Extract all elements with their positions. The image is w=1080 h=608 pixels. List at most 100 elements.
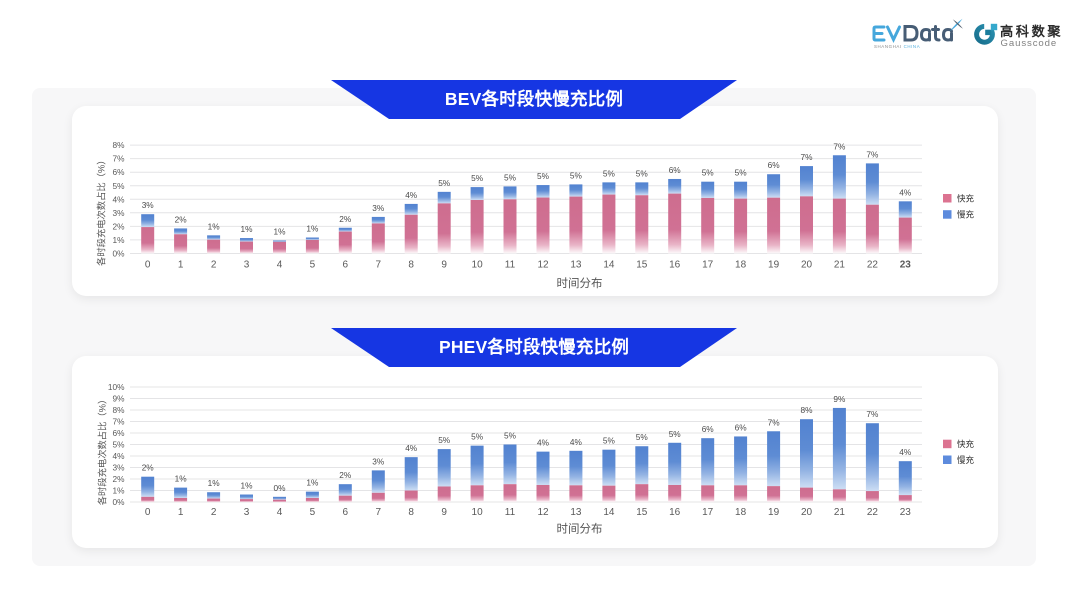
svg-text:5: 5 — [310, 260, 316, 271]
svg-text:7: 7 — [376, 507, 382, 518]
svg-text:快充: 快充 — [957, 193, 975, 203]
svg-text:7%: 7% — [768, 417, 781, 427]
svg-text:1%: 1% — [274, 227, 287, 237]
svg-text:19: 19 — [768, 260, 780, 271]
svg-text:1: 1 — [178, 260, 184, 271]
svg-text:5%: 5% — [113, 181, 126, 191]
svg-text:快充: 快充 — [957, 439, 975, 449]
svg-text:1%: 1% — [208, 221, 221, 231]
svg-text:6%: 6% — [113, 428, 126, 438]
svg-text:0: 0 — [145, 507, 151, 518]
svg-text:1%: 1% — [175, 474, 188, 484]
svg-text:0%: 0% — [274, 483, 287, 493]
svg-text:9: 9 — [441, 260, 447, 271]
svg-text:20: 20 — [801, 507, 813, 518]
svg-text:8: 8 — [408, 507, 414, 518]
svg-text:慢充: 慢充 — [957, 455, 975, 465]
svg-text:高科数聚: 高科数聚 — [1000, 23, 1063, 39]
svg-text:7%: 7% — [866, 149, 879, 159]
svg-text:5%: 5% — [636, 432, 649, 442]
svg-text:4: 4 — [277, 507, 283, 518]
svg-text:2%: 2% — [339, 214, 352, 224]
svg-text:慢充: 慢充 — [957, 210, 975, 220]
svg-text:0%: 0% — [113, 497, 126, 507]
svg-text:9%: 9% — [833, 394, 846, 404]
svg-text:7%: 7% — [833, 141, 846, 151]
svg-text:3%: 3% — [113, 208, 126, 218]
svg-text:10: 10 — [472, 260, 484, 271]
svg-text:7%: 7% — [113, 154, 126, 164]
svg-text:3: 3 — [244, 507, 250, 518]
svg-text:SHANGHAI CHINA: SHANGHAI CHINA — [874, 44, 920, 49]
svg-text:2%: 2% — [113, 221, 126, 231]
svg-text:2: 2 — [211, 507, 217, 518]
svg-text:6: 6 — [343, 507, 349, 518]
svg-text:23: 23 — [900, 507, 912, 518]
svg-text:7%: 7% — [801, 152, 814, 162]
svg-text:21: 21 — [834, 260, 846, 271]
svg-text:Gausscode: Gausscode — [1001, 38, 1058, 49]
svg-text:3%: 3% — [372, 456, 385, 466]
svg-text:23: 23 — [900, 260, 912, 271]
svg-text:4%: 4% — [899, 187, 912, 197]
svg-text:1%: 1% — [241, 224, 254, 234]
svg-text:9: 9 — [441, 507, 447, 518]
svg-text:1%: 1% — [208, 478, 221, 488]
svg-text:7: 7 — [376, 260, 382, 271]
svg-text:6%: 6% — [735, 422, 748, 432]
svg-text:14: 14 — [603, 507, 615, 518]
svg-text:16: 16 — [669, 260, 681, 271]
svg-text:4: 4 — [277, 260, 283, 271]
svg-text:11: 11 — [505, 260, 516, 271]
svg-text:13: 13 — [570, 507, 582, 518]
svg-text:17: 17 — [702, 260, 714, 271]
svg-text:9%: 9% — [113, 394, 126, 404]
svg-text:5%: 5% — [603, 168, 616, 178]
svg-text:12: 12 — [537, 507, 549, 518]
svg-text:4%: 4% — [113, 194, 126, 204]
svg-text:5%: 5% — [471, 432, 484, 442]
svg-text:2%: 2% — [142, 463, 155, 473]
svg-text:22: 22 — [867, 260, 879, 271]
svg-text:4%: 4% — [113, 451, 126, 461]
svg-text:各时段充电次数占比（%）: 各时段充电次数占比（%） — [95, 155, 106, 266]
svg-text:8: 8 — [408, 260, 414, 271]
svg-text:时间分布: 时间分布 — [557, 523, 603, 536]
svg-text:7%: 7% — [113, 417, 126, 427]
svg-text:6: 6 — [343, 260, 349, 271]
svg-text:1%: 1% — [241, 481, 254, 491]
svg-text:5%: 5% — [636, 168, 649, 178]
svg-text:6%: 6% — [669, 165, 682, 175]
svg-text:18: 18 — [735, 507, 747, 518]
svg-text:8%: 8% — [113, 405, 126, 415]
svg-text:4%: 4% — [899, 447, 912, 457]
svg-text:5: 5 — [310, 507, 316, 518]
svg-text:5%: 5% — [702, 168, 715, 178]
svg-text:22: 22 — [867, 507, 879, 518]
svg-text:0%: 0% — [113, 249, 126, 259]
svg-text:3%: 3% — [142, 200, 155, 210]
svg-text:11: 11 — [505, 507, 516, 518]
svg-text:5%: 5% — [669, 429, 682, 439]
svg-text:1%: 1% — [113, 235, 126, 245]
svg-text:5%: 5% — [504, 431, 517, 441]
svg-text:6%: 6% — [768, 160, 781, 170]
svg-text:4%: 4% — [405, 443, 418, 453]
svg-text:5%: 5% — [471, 173, 484, 183]
svg-text:5%: 5% — [504, 172, 517, 182]
svg-text:7%: 7% — [866, 409, 879, 419]
svg-text:6%: 6% — [113, 167, 126, 177]
svg-text:13: 13 — [570, 260, 582, 271]
svg-text:各时段充电次数占比（%）: 各时段充电次数占比（%） — [97, 395, 108, 506]
svg-text:19: 19 — [768, 507, 780, 518]
svg-text:18: 18 — [735, 260, 747, 271]
svg-text:时间分布: 时间分布 — [557, 277, 603, 290]
svg-text:15: 15 — [636, 260, 648, 271]
svg-text:4%: 4% — [405, 190, 418, 200]
svg-text:2%: 2% — [175, 214, 188, 224]
svg-text:3%: 3% — [113, 463, 126, 473]
svg-text:14: 14 — [603, 260, 615, 271]
svg-text:15: 15 — [636, 507, 648, 518]
svg-text:2%: 2% — [339, 470, 352, 480]
svg-text:5%: 5% — [735, 168, 748, 178]
